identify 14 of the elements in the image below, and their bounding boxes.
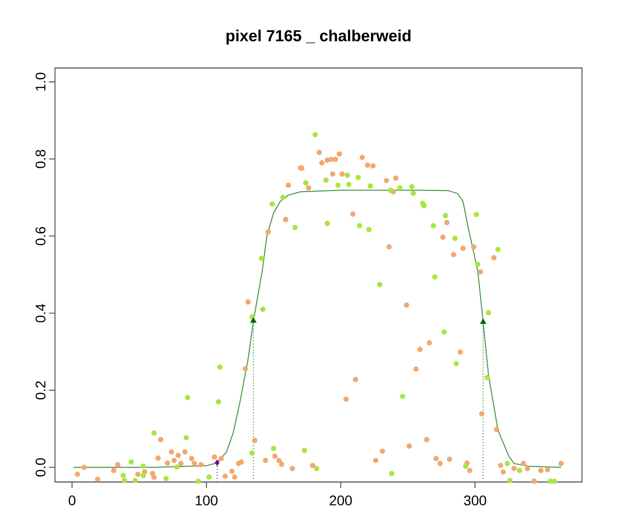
y-tick-label: 0.8 bbox=[36, 150, 46, 168]
chart-title: pixel 7165 _ chalberweid bbox=[226, 30, 410, 45]
y-tick-label: 1.0 bbox=[36, 72, 46, 91]
x-tick-label: 100 bbox=[196, 496, 218, 506]
x-tick-label: 0 bbox=[68, 496, 76, 506]
y-tick-label: 0.4 bbox=[36, 304, 46, 322]
y-tick-label: 0.0 bbox=[36, 458, 46, 476]
x-tick-label: 300 bbox=[464, 496, 486, 506]
point bbox=[480, 318, 486, 324]
point bbox=[250, 317, 257, 323]
x-tick-label: 200 bbox=[330, 496, 352, 506]
y-tick-label: 0.2 bbox=[36, 381, 46, 400]
point bbox=[214, 459, 220, 466]
y-tick-label: 0.6 bbox=[36, 226, 46, 246]
